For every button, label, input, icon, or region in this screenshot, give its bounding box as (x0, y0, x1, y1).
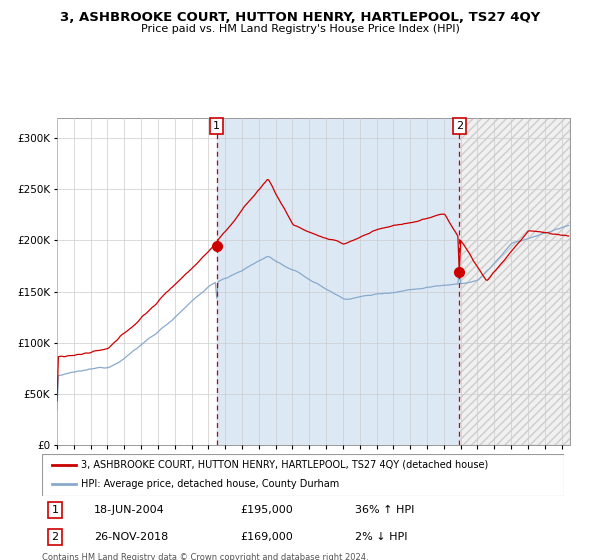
Bar (217, 118, 459, 445)
Text: 3, ASHBROOKE COURT, HUTTON HENRY, HARTLEPOOL, TS27 4QY: 3, ASHBROOKE COURT, HUTTON HENRY, HARTLE… (60, 11, 540, 24)
Text: 1: 1 (213, 121, 220, 131)
Text: £169,000: £169,000 (241, 531, 293, 542)
Text: 1: 1 (52, 505, 59, 515)
Text: 2: 2 (456, 121, 463, 131)
Text: 36% ↑ HPI: 36% ↑ HPI (355, 505, 415, 515)
Text: 18-JUN-2004: 18-JUN-2004 (94, 505, 165, 515)
Text: Price paid vs. HM Land Registry's House Price Index (HPI): Price paid vs. HM Land Registry's House … (140, 24, 460, 34)
Text: Contains HM Land Registry data © Crown copyright and database right 2024.
This d: Contains HM Land Registry data © Crown c… (42, 553, 368, 560)
Bar (459, 118, 570, 445)
Bar (459, 118, 570, 445)
Text: 3, ASHBROOKE COURT, HUTTON HENRY, HARTLEPOOL, TS27 4QY (detached house): 3, ASHBROOKE COURT, HUTTON HENRY, HARTLE… (81, 460, 488, 470)
Text: 2: 2 (52, 531, 59, 542)
Text: 26-NOV-2018: 26-NOV-2018 (94, 531, 169, 542)
Text: £195,000: £195,000 (241, 505, 293, 515)
Text: 2% ↓ HPI: 2% ↓ HPI (355, 531, 408, 542)
Text: HPI: Average price, detached house, County Durham: HPI: Average price, detached house, Coun… (81, 479, 340, 489)
